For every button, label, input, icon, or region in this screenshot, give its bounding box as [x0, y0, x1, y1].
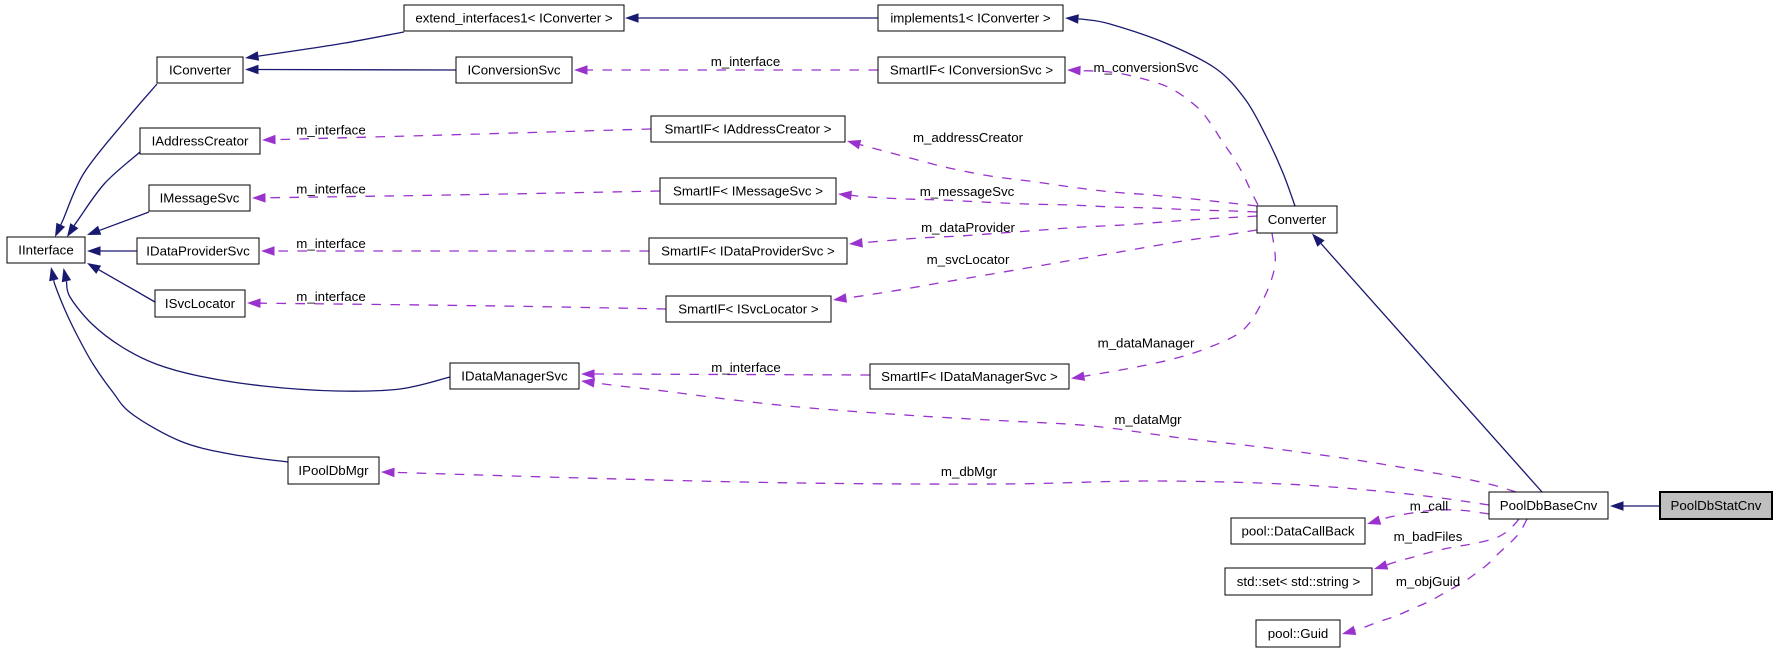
svg-text:m_addressCreator: m_addressCreator — [913, 130, 1024, 145]
svg-text:m_interface: m_interface — [711, 54, 780, 69]
svg-text:m_interface: m_interface — [296, 289, 365, 304]
svg-text:m_interface: m_interface — [296, 123, 365, 138]
svg-text:IConversionSvc: IConversionSvc — [467, 63, 560, 78]
svg-text:m_dbMgr: m_dbMgr — [941, 464, 998, 479]
svg-text:IPoolDbMgr: IPoolDbMgr — [298, 463, 369, 478]
svg-text:m_svcLocator: m_svcLocator — [927, 252, 1010, 267]
svg-text:SmartIF< IDataProviderSvc >: SmartIF< IDataProviderSvc > — [661, 244, 835, 259]
svg-text:m_interface: m_interface — [296, 182, 365, 197]
svg-text:std::set< std::string >: std::set< std::string > — [1237, 574, 1361, 589]
svg-text:IMessageSvc: IMessageSvc — [160, 191, 240, 206]
svg-text:m_dataMgr: m_dataMgr — [1114, 412, 1182, 427]
svg-text:SmartIF< IConversionSvc >: SmartIF< IConversionSvc > — [890, 63, 1054, 78]
svg-text:m_dataProvider: m_dataProvider — [921, 220, 1015, 235]
svg-text:IAddressCreator: IAddressCreator — [152, 134, 249, 149]
svg-text:extend_interfaces1< IConverter: extend_interfaces1< IConverter > — [415, 11, 613, 26]
svg-text:m_objGuid: m_objGuid — [1396, 574, 1460, 589]
svg-text:SmartIF< IMessageSvc >: SmartIF< IMessageSvc > — [673, 184, 823, 199]
svg-text:pool::Guid: pool::Guid — [1268, 626, 1329, 641]
svg-text:SmartIF< IAddressCreator >: SmartIF< IAddressCreator > — [664, 122, 831, 137]
svg-text:IDataProviderSvc: IDataProviderSvc — [146, 244, 250, 259]
svg-text:ISvcLocator: ISvcLocator — [165, 296, 236, 311]
svg-text:m_dataManager: m_dataManager — [1098, 336, 1195, 351]
svg-text:IConverter: IConverter — [169, 63, 232, 78]
svg-text:m_interface: m_interface — [711, 360, 780, 375]
svg-text:m_interface: m_interface — [296, 236, 365, 251]
svg-text:IInterface: IInterface — [18, 243, 73, 258]
svg-text:Converter: Converter — [1268, 212, 1327, 227]
svg-text:SmartIF< ISvcLocator >: SmartIF< ISvcLocator > — [678, 302, 819, 317]
svg-text:m_messageSvc: m_messageSvc — [920, 184, 1015, 199]
svg-text:PoolDbStatCnv: PoolDbStatCnv — [1671, 498, 1762, 513]
svg-text:IDataManagerSvc: IDataManagerSvc — [461, 369, 568, 384]
svg-text:implements1< IConverter >: implements1< IConverter > — [890, 11, 1051, 26]
svg-text:SmartIF< IDataManagerSvc >: SmartIF< IDataManagerSvc > — [881, 369, 1058, 384]
svg-text:m_conversionSvc: m_conversionSvc — [1094, 60, 1199, 75]
svg-text:m_badFiles: m_badFiles — [1394, 529, 1463, 544]
svg-text:PoolDbBaseCnv: PoolDbBaseCnv — [1500, 498, 1598, 513]
svg-text:m_call: m_call — [1410, 499, 1448, 514]
svg-text:pool::DataCallBack: pool::DataCallBack — [1241, 524, 1354, 539]
